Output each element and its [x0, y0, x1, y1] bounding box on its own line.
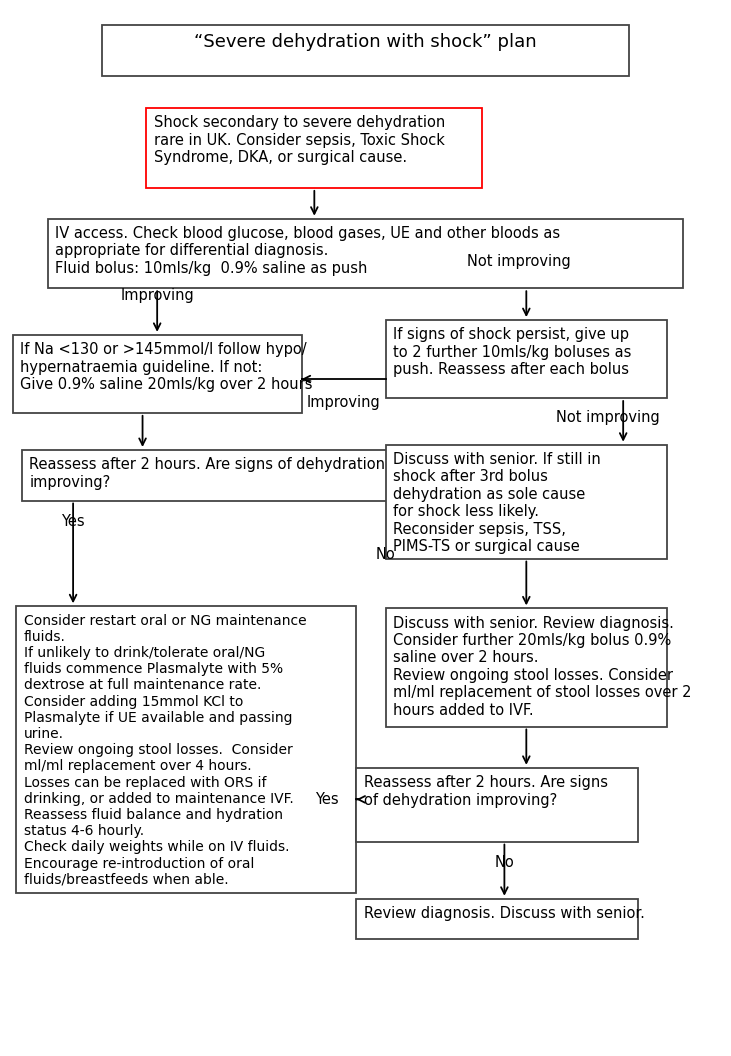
FancyBboxPatch shape [48, 219, 683, 288]
Text: Shock secondary to severe dehydration
rare in UK. Consider sepsis, Toxic Shock
S: Shock secondary to severe dehydration ra… [154, 115, 444, 165]
Text: Discuss with senior. If still in
shock after 3rd bolus
dehydration as sole cause: Discuss with senior. If still in shock a… [393, 452, 601, 554]
FancyBboxPatch shape [357, 899, 637, 939]
FancyBboxPatch shape [102, 25, 629, 76]
Text: If Na <130 or >145mmol/l follow hypo/
hypernatraemia guideline. If not:
Give 0.9: If Na <130 or >145mmol/l follow hypo/ hy… [20, 342, 313, 392]
Text: Improving: Improving [121, 288, 194, 303]
Text: Discuss with senior. Review diagnosis.
Consider further 20mls/kg bolus 0.9%
sali: Discuss with senior. Review diagnosis. C… [393, 616, 692, 718]
Text: Consider restart oral or NG maintenance
fluids.
If unlikely to drink/tolerate or: Consider restart oral or NG maintenance … [23, 614, 306, 887]
FancyBboxPatch shape [386, 445, 667, 559]
FancyBboxPatch shape [386, 608, 667, 727]
Text: Reassess after 2 hours. Are signs of dehydration
improving?: Reassess after 2 hours. Are signs of deh… [29, 457, 385, 490]
Text: IV access. Check blood glucose, blood gases, UE and other bloods as
appropriate : IV access. Check blood glucose, blood ga… [55, 226, 560, 276]
Text: Improving: Improving [307, 395, 380, 410]
Text: Not improving: Not improving [467, 254, 571, 269]
FancyBboxPatch shape [22, 450, 402, 501]
Text: “Severe dehydration with shock” plan: “Severe dehydration with shock” plan [194, 33, 537, 51]
Text: Yes: Yes [315, 792, 339, 807]
Text: No: No [494, 855, 515, 870]
FancyBboxPatch shape [16, 606, 357, 893]
FancyBboxPatch shape [146, 108, 482, 188]
Text: No: No [376, 547, 395, 562]
FancyBboxPatch shape [386, 320, 667, 398]
Text: Not improving: Not improving [556, 410, 659, 425]
Text: Reassess after 2 hours. Are signs
of dehydration improving?: Reassess after 2 hours. Are signs of deh… [364, 775, 607, 808]
Text: Yes: Yes [61, 514, 85, 529]
FancyBboxPatch shape [357, 768, 637, 842]
FancyBboxPatch shape [12, 335, 301, 413]
Text: Review diagnosis. Discuss with senior.: Review diagnosis. Discuss with senior. [364, 906, 645, 921]
Text: If signs of shock persist, give up
to 2 further 10mls/kg boluses as
push. Reasse: If signs of shock persist, give up to 2 … [393, 327, 632, 377]
